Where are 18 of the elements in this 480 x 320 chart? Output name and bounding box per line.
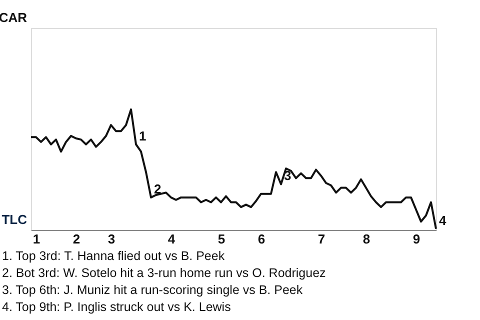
text: 4. Top 9th: P. Inglis struck out vs K. Lewis [2,300,231,314]
annotation: 1 [139,128,146,144]
x-tick-label: 8 [362,232,370,246]
x-tick-label: 2 [72,232,80,246]
x-tick-label: 5 [218,232,226,246]
text: 2. Bot 3rd: W. Sotelo hit a 3-run home run vs O. Rodriguez [2,266,326,280]
text: TLC [2,212,28,227]
x-tick-label: 3 [108,232,116,246]
x-tick-label: 6 [258,232,266,246]
x-tick-label: 9 [412,232,420,246]
annotation: 2 [154,181,162,196]
x-tick-label: 1 [32,232,40,246]
text: 3. Top 6th: J. Muniz hit a run-scoring single vs B. Peek [2,283,304,297]
x-tick-label: 7 [318,232,326,246]
annotation: 3 [284,168,292,184]
x-tick-label: 4 [168,232,176,246]
text: 4 [439,212,447,228]
text: 1. Top 3rd: T. Hanna flied out vs B. Peek [2,249,226,263]
